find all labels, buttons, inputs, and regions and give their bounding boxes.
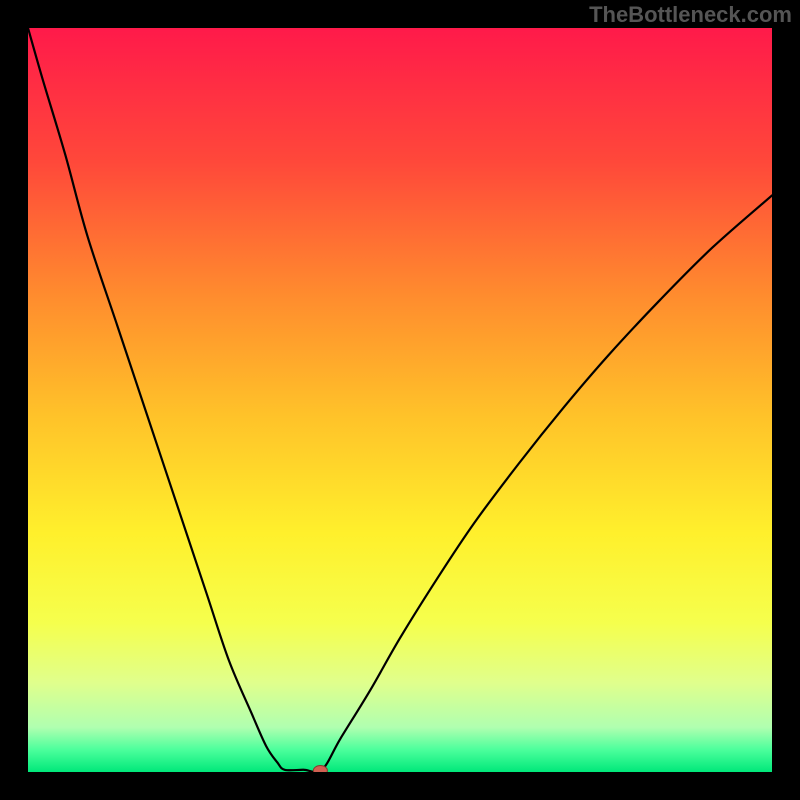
chart-container: TheBottleneck.com: [0, 0, 800, 800]
watermark-text: TheBottleneck.com: [589, 2, 792, 28]
bottleneck-chart: [0, 0, 800, 800]
gradient-plot-area: [28, 28, 772, 772]
